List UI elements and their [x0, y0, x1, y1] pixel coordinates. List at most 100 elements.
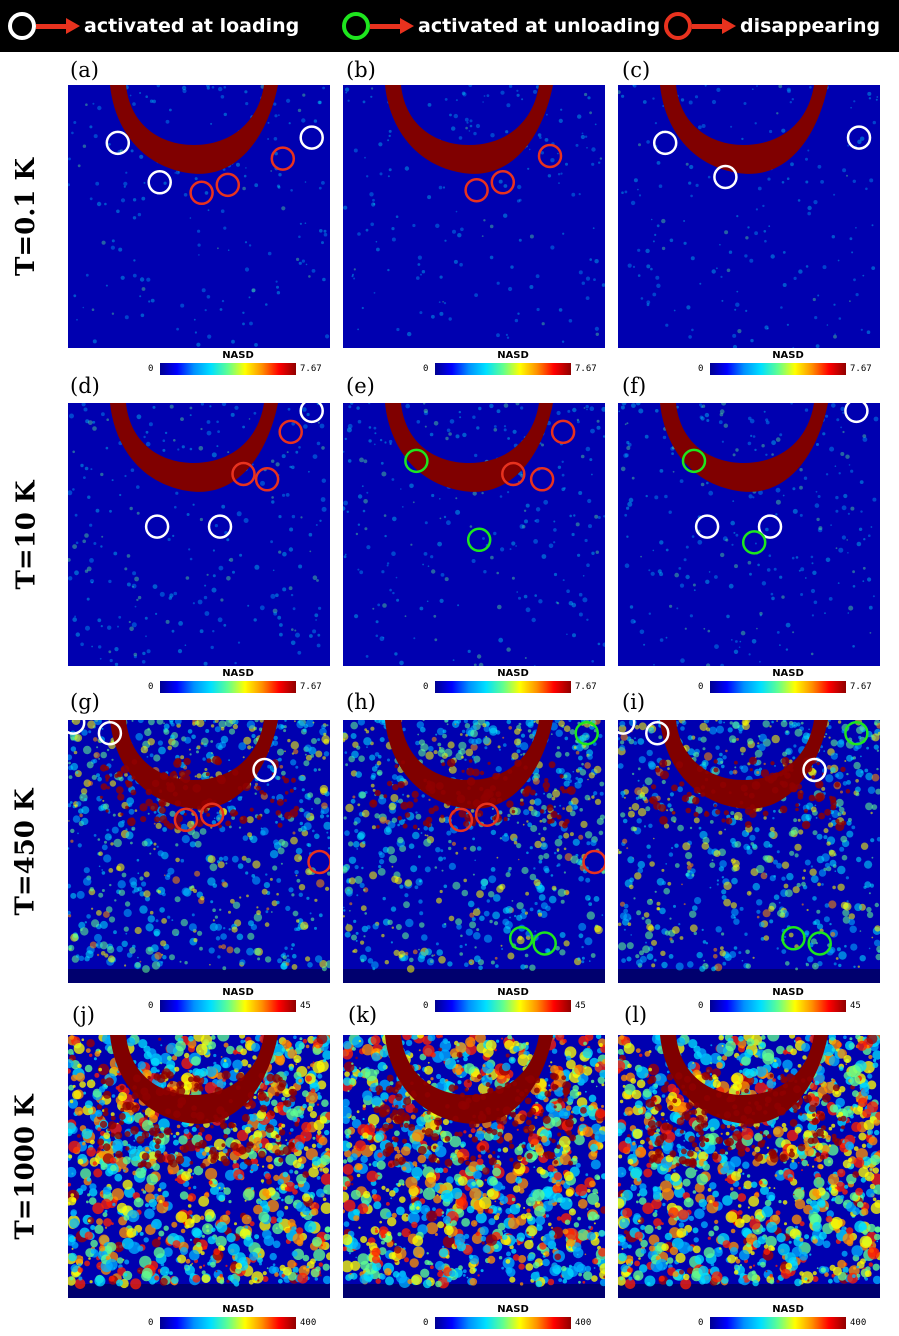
red-marker-circle	[550, 419, 576, 445]
colorbar-gradient	[710, 363, 846, 375]
panel-letter-e: (e)	[346, 374, 375, 398]
red-marker-circle	[231, 461, 256, 487]
colorbar-gradient	[710, 1317, 846, 1329]
white-marker-circle	[97, 720, 123, 746]
colorbar-gradient	[435, 1317, 571, 1329]
colorbar: NASD 0 7.67	[698, 350, 872, 375]
simulation-panel-b	[343, 85, 605, 348]
panel-letter-f: (f)	[622, 374, 647, 398]
green-marker-circle	[532, 931, 557, 956]
colorbar: NASD 0 400	[423, 1304, 592, 1329]
colorbar: NASD 0 45	[148, 987, 311, 1012]
red-marker-circle	[173, 807, 199, 833]
white-marker-circle	[846, 125, 872, 150]
panel-letter-j: (j)	[72, 1003, 95, 1027]
white-marker-circle	[618, 720, 636, 735]
white-marker-circle	[299, 125, 324, 150]
colorbar: NASD 0 400	[148, 1304, 317, 1329]
simulation-panel-a	[68, 85, 330, 348]
panel-letter-h: (h)	[346, 690, 376, 714]
colorbar: NASD 0 7.67	[423, 668, 597, 693]
legend-label: activated at unloading	[418, 15, 661, 37]
white-marker-circle	[105, 130, 131, 156]
white-marker-circle	[144, 514, 170, 539]
green-marker-circle	[844, 720, 869, 746]
white-circle-icon	[8, 12, 36, 40]
row-label-t10: T=10 K	[11, 480, 41, 589]
green-marker-circle	[466, 527, 492, 553]
green-marker-circle	[681, 448, 707, 474]
red-marker-circle	[278, 419, 303, 445]
white-marker-circle	[252, 757, 277, 783]
colorbar: NASD 0 7.67	[148, 668, 322, 693]
legend-item-loading: activated at loading	[8, 0, 299, 52]
green-marker-circle	[404, 448, 429, 474]
white-marker-circle	[694, 514, 720, 539]
panel-letter-a: (a)	[70, 58, 99, 82]
simulation-panel-g	[68, 720, 330, 983]
red-arrow-icon	[692, 18, 736, 34]
simulation-panel-h	[343, 720, 605, 983]
colorbar: NASD 0 7.67	[423, 350, 597, 375]
red-marker-circle	[474, 802, 500, 827]
simulation-panel-e	[343, 403, 605, 666]
red-marker-circle	[254, 467, 280, 492]
colorbar: NASD 0 45	[423, 987, 586, 1012]
green-marker-circle	[741, 530, 767, 555]
red-arrow-icon	[370, 18, 414, 34]
panel-letter-d: (d)	[70, 374, 100, 398]
simulation-panel-j	[68, 1035, 330, 1298]
colorbar-gradient	[710, 1000, 846, 1012]
simulation-panel-d	[68, 403, 330, 666]
white-marker-circle	[757, 514, 783, 539]
colorbar: NASD 0 7.67	[698, 668, 872, 693]
green-marker-circle	[781, 926, 806, 951]
colorbar-gradient	[160, 363, 296, 375]
colorbar-gradient	[160, 1317, 296, 1329]
colorbar-gradient	[710, 681, 846, 693]
red-marker-circle	[189, 180, 214, 206]
colorbar-gradient	[160, 1000, 296, 1012]
simulation-panel-c	[618, 85, 880, 348]
white-marker-circle	[844, 403, 869, 424]
white-marker-circle	[68, 720, 86, 735]
red-marker-circle	[270, 146, 296, 171]
simulation-panel-i	[618, 720, 880, 983]
row-label-t01: T=0.1 K	[11, 157, 42, 276]
green-circle-icon	[342, 12, 370, 40]
simulation-panel-f	[618, 403, 880, 666]
colorbar-gradient	[160, 681, 296, 693]
green-marker-circle	[807, 931, 832, 956]
red-marker-circle	[307, 849, 330, 875]
red-marker-circle	[529, 467, 555, 492]
red-marker-circle	[582, 849, 605, 875]
legend-label: disappearing	[740, 15, 881, 37]
white-marker-circle	[713, 164, 738, 190]
legend-item-unloading: activated at unloading	[342, 0, 660, 52]
red-marker-circle	[464, 177, 489, 203]
green-marker-circle	[508, 926, 534, 951]
panel-letter-b: (b)	[346, 58, 376, 82]
panel-letter-i: (i)	[622, 690, 646, 714]
colorbar: NASD 0 400	[698, 1304, 867, 1329]
white-marker-circle	[652, 130, 678, 156]
panel-letter-k: (k)	[348, 1003, 378, 1027]
panel-letter-c: (c)	[622, 58, 651, 82]
simulation-panel-k	[343, 1035, 605, 1298]
white-marker-circle	[645, 720, 670, 746]
red-marker-circle	[215, 172, 241, 198]
red-marker-circle	[199, 802, 225, 827]
legend-item-disappearing: disappearing	[664, 0, 880, 52]
colorbar-gradient	[435, 681, 571, 693]
white-marker-circle	[207, 514, 233, 539]
white-marker-circle	[147, 170, 172, 195]
colorbar-gradient	[435, 363, 571, 375]
legend-bar: activated at loading activated at unload…	[0, 0, 899, 52]
white-marker-circle	[802, 757, 827, 783]
panel-letter-g: (g)	[70, 690, 100, 714]
panel-letter-l: (l)	[624, 1003, 648, 1027]
colorbar: NASD 0 7.67	[148, 350, 322, 375]
red-marker-circle	[448, 807, 474, 833]
red-arrow-icon	[36, 18, 80, 34]
simulation-panel-l	[618, 1035, 880, 1298]
